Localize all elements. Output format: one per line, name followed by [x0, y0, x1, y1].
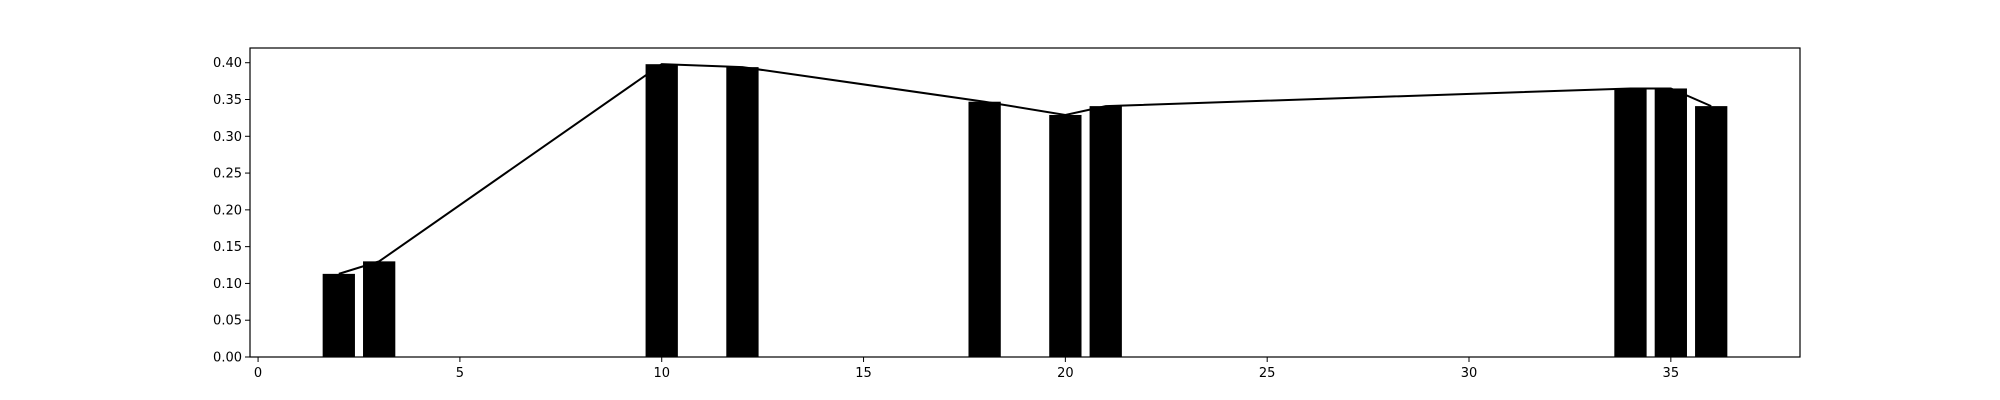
bar-8	[1654, 88, 1687, 357]
y-axis: 0.00 0.05 0.10 0.15 0.20 0.25 0.30 0.35 0.40	[213, 56, 250, 366]
bar-6	[1089, 106, 1122, 357]
y-tick-label-1: 0.05	[213, 314, 242, 329]
x-tick-label-6: 30	[1461, 366, 1478, 381]
bar-1	[363, 261, 396, 357]
y-tick-label-5: 0.25	[213, 167, 242, 182]
bar-3	[726, 67, 759, 357]
x-tick-label-2: 10	[653, 366, 670, 381]
bar-0	[322, 273, 355, 357]
y-tick-label-3: 0.15	[213, 240, 242, 255]
x-tick-label-1: 5	[456, 366, 464, 381]
x-tick-label-0: 0	[254, 366, 262, 381]
bar-5	[1049, 114, 1082, 357]
x-tick-label-3: 15	[855, 366, 872, 381]
y-tick-label-8: 0.40	[213, 56, 242, 71]
bar-7	[1614, 88, 1647, 357]
y-tick-label-7: 0.35	[213, 93, 242, 108]
y-tick-label-4: 0.20	[213, 203, 242, 218]
bar-9	[1695, 106, 1728, 357]
y-tick-label-0: 0.00	[213, 351, 242, 366]
y-tick-label-6: 0.30	[213, 130, 242, 145]
bars-group	[322, 64, 1728, 357]
x-tick-label-7: 35	[1663, 366, 1680, 381]
y-tick-label-2: 0.10	[213, 277, 242, 292]
x-axis: 0 5 10 15 20 25 30 35	[254, 357, 1679, 381]
bar-2	[645, 64, 678, 357]
x-tick-label-5: 25	[1259, 366, 1276, 381]
trend-line	[338, 63, 1712, 275]
bar-4	[968, 101, 1001, 357]
plot-frame	[249, 47, 1801, 358]
x-tick-label-4: 20	[1057, 366, 1074, 381]
